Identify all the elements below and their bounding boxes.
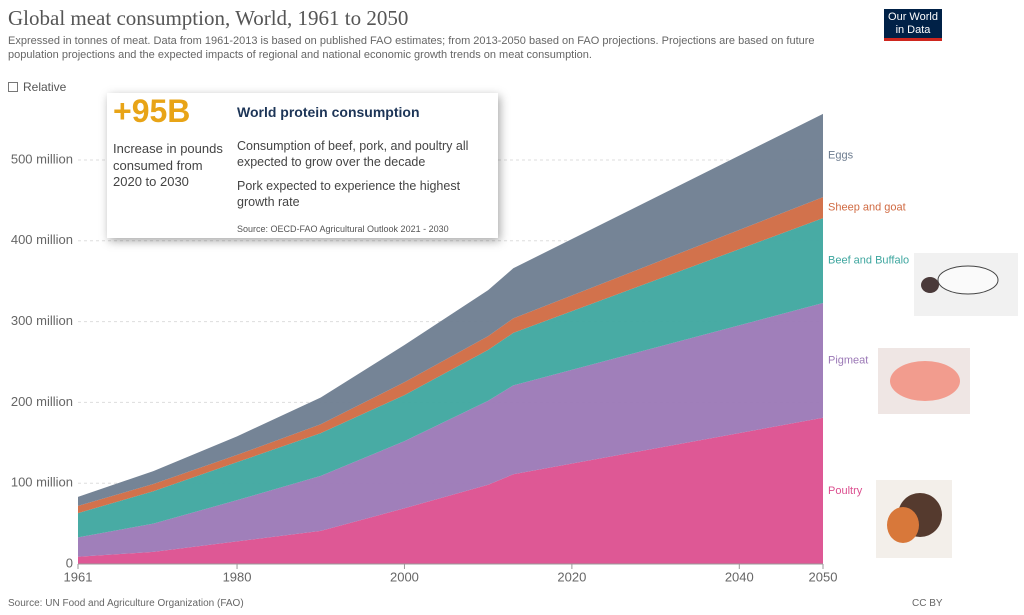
chart-title: Global meat consumption, World, 1961 to … — [8, 6, 409, 30]
illustrations — [876, 253, 1018, 558]
logo[interactable]: Our World in Data — [884, 9, 942, 41]
relative-toggle[interactable]: Relative — [8, 80, 66, 94]
callout: +95B Increase in pounds consumed from 20… — [107, 93, 498, 238]
logo-line: in Data — [895, 24, 931, 36]
pig-body — [890, 361, 960, 401]
x-tick-label: 2020 — [557, 569, 586, 584]
area — [78, 113, 823, 506]
toggle-label: Relative — [23, 80, 67, 94]
y-tick-label: 200 million — [11, 394, 73, 409]
callout-source: Source: OECD-FAO Agricultural Outlook 20… — [237, 224, 449, 234]
area — [78, 218, 823, 538]
cow-head — [921, 277, 939, 293]
series-label: Poultry — [828, 485, 863, 497]
series-label: Beef and Buffalo — [828, 254, 909, 266]
rooster-body — [887, 507, 919, 543]
callout-caption: Increase in pounds consumed from 2020 to… — [113, 141, 223, 189]
series-label: Sheep and goat — [828, 202, 906, 214]
license: CC BY — [912, 598, 943, 609]
x-tick-label: 1980 — [223, 569, 252, 584]
y-tick-label: 0 — [66, 555, 73, 570]
area — [78, 417, 823, 564]
x-tick-label: 2050 — [809, 569, 838, 584]
area — [78, 197, 823, 514]
y-tick-label: 400 million — [11, 232, 73, 247]
chart-subtitle: Expressed in tonnes of meat. Data from 1… — [8, 35, 815, 61]
x-tick-label: 1961 — [64, 569, 93, 584]
callout-point: Pork expected to experience the highest … — [237, 179, 461, 209]
x-tick-label: 2040 — [725, 569, 754, 584]
y-tick-label: 100 million — [11, 475, 73, 490]
callout-figure: +95B — [113, 93, 191, 129]
x-tick-label: 2000 — [390, 569, 419, 584]
y-tick-label: 500 million — [11, 151, 73, 166]
series-label: Eggs — [828, 149, 854, 161]
checkbox[interactable] — [8, 82, 18, 92]
callout-heading: World protein consumption — [237, 104, 420, 120]
series-label: Pigmeat — [828, 354, 868, 366]
logo-line: Our World — [888, 11, 938, 23]
source: Source: UN Food and Agriculture Organiza… — [8, 598, 244, 609]
y-tick-label: 300 million — [11, 313, 73, 328]
callout-point: Consumption of beef, pork, and poultry a… — [237, 139, 469, 169]
area — [78, 302, 823, 557]
cow-body — [937, 265, 999, 295]
